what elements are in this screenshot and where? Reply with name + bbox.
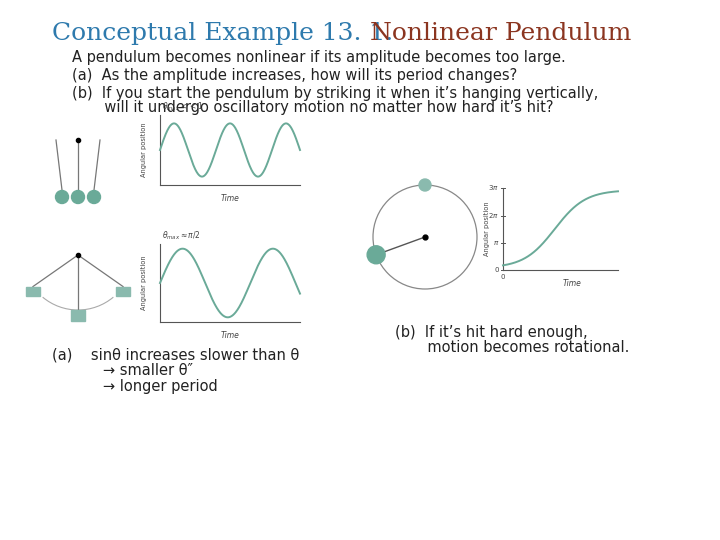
Text: Angular position: Angular position [484,201,490,256]
Bar [26,287,40,295]
Text: 0: 0 [495,267,499,273]
Circle shape [71,191,84,204]
Bar [71,310,85,321]
Text: A pendulum becomes nonlinear if its amplitude becomes too large.: A pendulum becomes nonlinear if its ampl… [72,50,566,65]
Circle shape [55,191,68,204]
Text: motion becomes rotational.: motion becomes rotational. [395,340,629,355]
Text: Time: Time [562,279,582,288]
Text: $\theta_{max}<<1$: $\theta_{max}<<1$ [162,100,203,113]
Text: $3\pi$: $3\pi$ [488,184,499,192]
Text: (a)    sinθ increases slower than θ: (a) sinθ increases slower than θ [52,347,300,362]
Text: Time: Time [220,194,240,203]
Text: Time: Time [220,331,240,340]
Text: (b)  If you start the pendulum by striking it when it’s hanging vertically,: (b) If you start the pendulum by strikin… [72,86,598,101]
Text: will it undergo oscillatory motion no matter how hard it’s hit?: will it undergo oscillatory motion no ma… [72,100,554,115]
Text: $\pi$: $\pi$ [492,239,499,247]
Text: $2\pi$: $2\pi$ [488,211,499,220]
Circle shape [88,191,101,204]
Text: Nonlinear Pendulum: Nonlinear Pendulum [370,22,631,45]
Text: Conceptual Example 13. 1.: Conceptual Example 13. 1. [52,22,409,45]
Text: Angular position: Angular position [141,255,147,310]
Text: $\theta_{max}\approx\pi/2$: $\theta_{max}\approx\pi/2$ [162,230,201,242]
Bar [116,287,130,295]
Circle shape [367,246,385,264]
Text: (b)  If it’s hit hard enough,: (b) If it’s hit hard enough, [395,325,588,340]
Circle shape [419,179,431,191]
Text: Angular position: Angular position [141,123,147,177]
Text: → longer period: → longer period [52,379,217,394]
Text: 0: 0 [500,274,505,280]
Text: → smaller θ″: → smaller θ″ [52,363,193,378]
Text: (a)  As the amplitude increases, how will its period changes?: (a) As the amplitude increases, how will… [72,68,517,83]
